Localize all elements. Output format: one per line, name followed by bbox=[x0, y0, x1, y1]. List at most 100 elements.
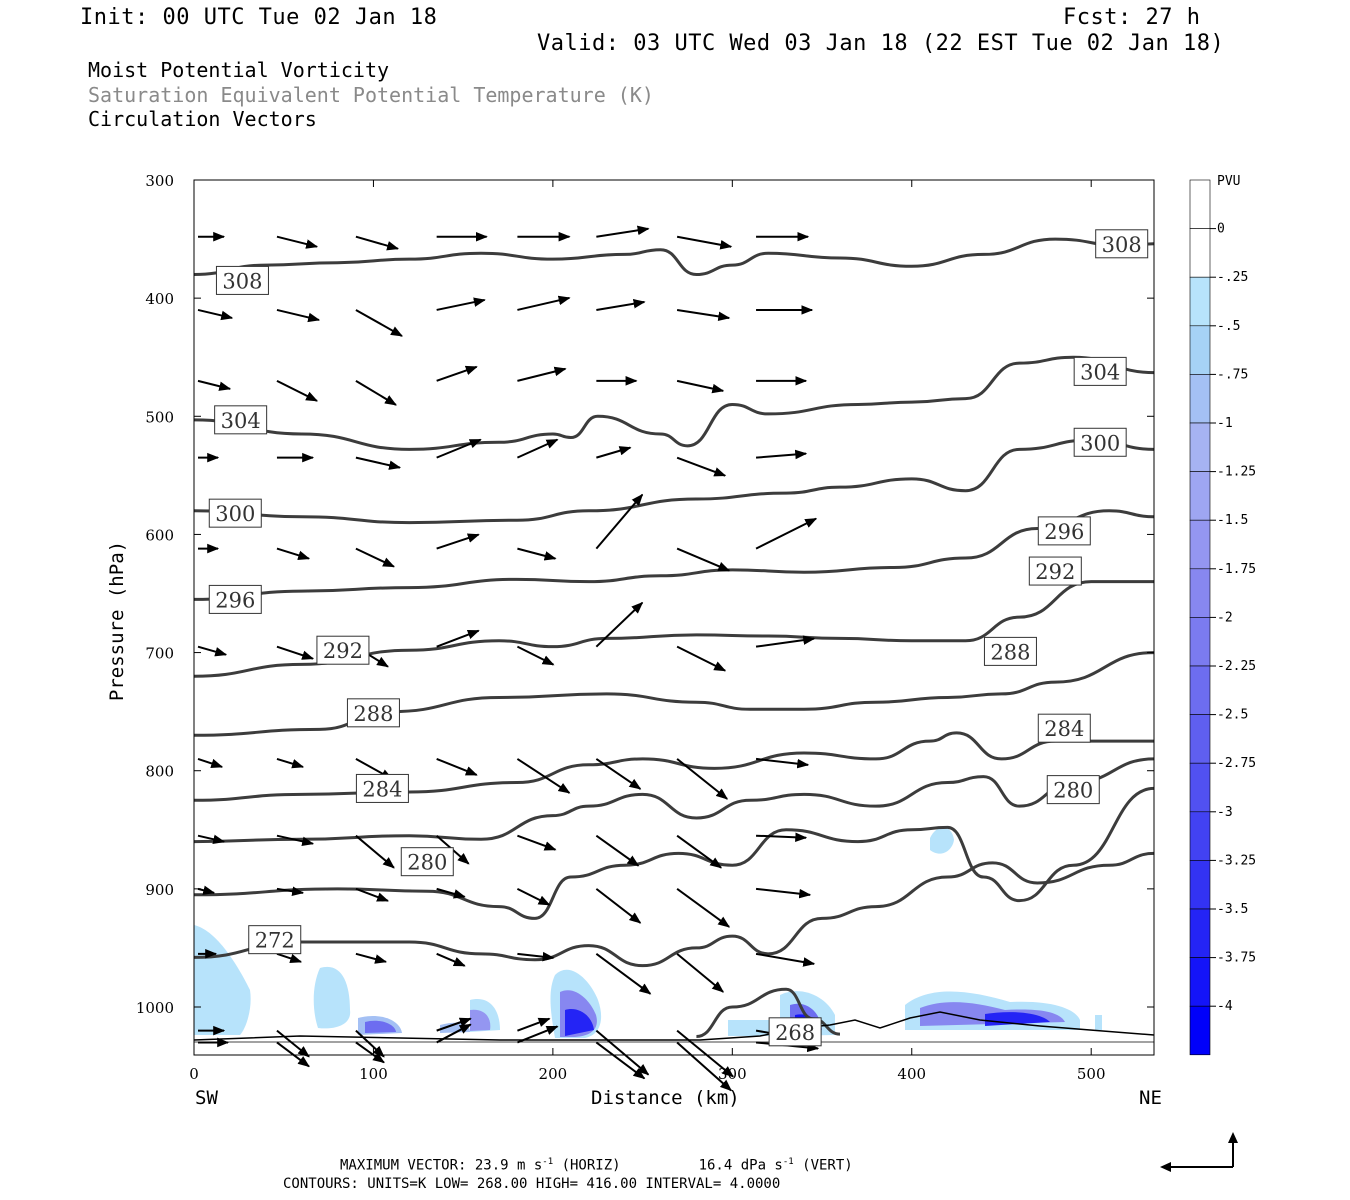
circulation-vector bbox=[436, 887, 466, 899]
contour-label: 308 bbox=[1102, 233, 1142, 257]
init-time: Init: 00 UTC Tue 02 Jan 18 bbox=[80, 5, 438, 30]
circulation-vector bbox=[276, 1041, 310, 1068]
circulation-vector bbox=[755, 887, 812, 899]
circulation-vector bbox=[436, 297, 486, 311]
circulation-vector bbox=[355, 379, 397, 406]
circulation-vector bbox=[197, 834, 226, 844]
contour-label: 288 bbox=[353, 702, 393, 726]
field-title-pv: Moist Potential Vorticity bbox=[88, 58, 390, 82]
circulation-vector bbox=[517, 951, 555, 962]
contour-label: 284 bbox=[1044, 717, 1084, 741]
x-tick-label: 300 bbox=[718, 1065, 747, 1083]
colorbar-label: -2.5 bbox=[1217, 708, 1248, 723]
circulation-vector bbox=[517, 295, 571, 311]
circulation-vector bbox=[516, 887, 551, 906]
contour-label: 272 bbox=[255, 929, 295, 953]
x-tick-label: 100 bbox=[359, 1065, 388, 1083]
colorbar: PVU 0 -.25 -.5 -.75 -1 -1.25 -1.5 -1.75 -2 -2.25 -2… bbox=[1189, 174, 1256, 1056]
colorbar-swatch bbox=[1189, 568, 1211, 618]
contour-label-box bbox=[1037, 516, 1091, 546]
circulation-vector bbox=[595, 1029, 650, 1076]
colorbar-label: -3.75 bbox=[1217, 951, 1256, 966]
circulation-vector bbox=[756, 832, 808, 843]
colorbar-swatch bbox=[1189, 374, 1211, 424]
vert-suffix: (VERT) bbox=[793, 1157, 853, 1174]
valid-time: Valid: 03 UTC Wed 03 Jan 18 (22 EST Tue … bbox=[537, 31, 1225, 56]
y-tick-label: 700 bbox=[145, 645, 174, 663]
contour-label: 280 bbox=[407, 851, 447, 875]
contour-labels: 308 308 304 304 300 300 296 296 292 292 288 288 284 2… bbox=[208, 229, 1149, 1047]
contour-label-box bbox=[208, 584, 262, 614]
ground-line bbox=[193, 1011, 1155, 1041]
colorbar-swatch bbox=[1189, 714, 1211, 764]
circulation-vector bbox=[276, 645, 315, 660]
colorbar-label: -3 bbox=[1217, 805, 1233, 820]
circulation-vector bbox=[676, 888, 731, 928]
pv-blob bbox=[313, 966, 351, 1029]
colorbar-label: -1.25 bbox=[1217, 465, 1256, 480]
contour-label: 308 bbox=[222, 269, 262, 293]
circulation-vector bbox=[517, 366, 567, 382]
circulation-vector bbox=[197, 757, 224, 769]
vert-text: 16.4 dPa s bbox=[698, 1157, 783, 1174]
colorbar-swatch bbox=[1189, 908, 1211, 958]
horiz-text: (HORIZ) bbox=[553, 1157, 621, 1174]
colorbar-swatch bbox=[1189, 471, 1211, 521]
contour-label: 268 bbox=[775, 1021, 815, 1045]
contour-280 bbox=[194, 757, 1154, 844]
circulation-vector bbox=[436, 1023, 472, 1044]
colorbar-label: -3.5 bbox=[1217, 902, 1248, 917]
circulation-vector bbox=[197, 885, 216, 895]
circulation-vector bbox=[676, 834, 723, 869]
x-tick-label: 500 bbox=[1077, 1065, 1106, 1083]
circulation-vector bbox=[276, 379, 319, 402]
contour-label-box bbox=[215, 265, 269, 295]
forecast-hour: Fcst: 27 h bbox=[1063, 5, 1201, 30]
contour-300 bbox=[194, 438, 1154, 525]
colorbar-swatch bbox=[1189, 325, 1211, 375]
colorbar-swatch bbox=[1189, 1005, 1211, 1056]
contour-label-box bbox=[346, 698, 400, 728]
y-tick-label: 800 bbox=[145, 763, 174, 781]
circulation-vector bbox=[436, 438, 482, 459]
colorbar-label: -4 bbox=[1217, 999, 1233, 1014]
colorbar-swatch bbox=[1189, 179, 1211, 229]
contour-304 bbox=[194, 355, 1154, 451]
ne-label: NE bbox=[1139, 1087, 1162, 1109]
colorbar-swatch bbox=[1189, 276, 1211, 327]
x-axis-label: Distance (km) bbox=[591, 1087, 740, 1109]
contour-label: 296 bbox=[1044, 520, 1084, 544]
field-title-vectors: Circulation Vectors bbox=[88, 107, 317, 131]
contour-label: 288 bbox=[990, 640, 1030, 664]
circulation-vector bbox=[355, 456, 402, 470]
axes: 300 400 500 600 700 800 900 1000 0 100 200 300 400 50… bbox=[136, 172, 1154, 1083]
contour-label-box bbox=[1046, 775, 1100, 805]
contour-label-box bbox=[355, 773, 409, 803]
colorbar-unit: PVU bbox=[1217, 174, 1240, 189]
contour-label: 280 bbox=[1053, 779, 1093, 803]
circulation-vector bbox=[436, 629, 480, 648]
circulation-vector bbox=[355, 834, 395, 869]
circulation-vector bbox=[355, 235, 400, 251]
colorbar-swatch bbox=[1189, 665, 1211, 715]
circulation-vector bbox=[676, 758, 729, 800]
contour-label-box bbox=[1028, 556, 1082, 586]
circulation-vector bbox=[595, 888, 642, 924]
plot-frame bbox=[193, 179, 1155, 1056]
colorbar-swatch bbox=[1189, 422, 1211, 472]
contour-label: 300 bbox=[215, 502, 255, 526]
circulation-vector bbox=[516, 645, 555, 666]
circulation-vector bbox=[595, 1041, 646, 1080]
circulation-vector bbox=[595, 601, 644, 648]
contour-info: CONTOURS: UNITS=K LOW= 268.00 HIGH= 416.… bbox=[283, 1176, 781, 1192]
circulation-vector bbox=[676, 953, 725, 993]
circulation-vector bbox=[676, 645, 727, 672]
pv-blob bbox=[194, 925, 251, 1035]
circulation-vector bbox=[517, 1017, 551, 1032]
contour-label-box bbox=[248, 925, 302, 955]
circulation-vector bbox=[755, 449, 808, 460]
circulation-vector bbox=[676, 379, 725, 394]
contour-label: 292 bbox=[323, 639, 363, 663]
contour-308 bbox=[194, 237, 1154, 277]
circulation-vector bbox=[595, 493, 644, 550]
